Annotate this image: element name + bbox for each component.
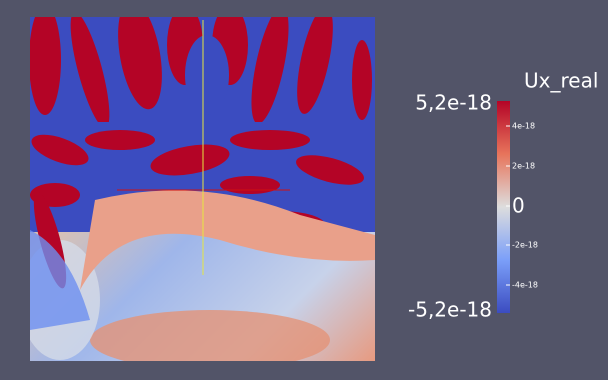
min-label: -5,2e-18 [408,298,492,322]
color-bar-ticks [506,125,510,286]
max-label: 5,2e-18 [415,91,492,115]
color-bar [497,101,510,313]
tick-label: 4e-18 [512,122,535,131]
tick-label: -2e-18 [512,241,538,250]
color-bar-title: Ux_real [524,69,598,93]
tick-label: 0 [512,194,525,218]
tick-label: -4e-18 [512,281,538,290]
field-render [30,17,375,361]
tick-label: 2e-18 [512,162,535,171]
